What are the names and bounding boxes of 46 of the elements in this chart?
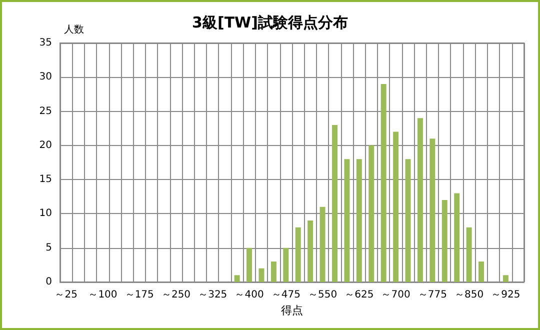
y-tick-label: 20	[39, 140, 52, 151]
bar	[332, 124, 338, 282]
bar	[308, 220, 314, 282]
x-tick-label: ～775	[418, 290, 447, 300]
bar	[295, 227, 301, 282]
x-tick-label: ～250	[161, 290, 191, 300]
x-axis-title: 得点	[281, 304, 303, 317]
bar	[393, 132, 399, 282]
y-tick-label: 15	[39, 174, 52, 186]
x-tick-label: ～475	[271, 290, 300, 300]
bar	[380, 84, 386, 282]
bar	[466, 227, 472, 282]
x-tick-label: ～700	[381, 290, 410, 300]
bar	[454, 193, 460, 282]
x-tick-label: ～400	[234, 290, 264, 300]
y-tick-label: 5	[46, 242, 52, 254]
x-tick-label: ～625	[344, 290, 374, 300]
bar	[417, 118, 423, 282]
y-axis-title: 人数	[64, 24, 84, 36]
x-tick-label: ～925	[491, 290, 520, 300]
x-tick-label: ～100	[88, 290, 118, 300]
chart-title: 3級[TW]試験得点分布	[192, 14, 348, 32]
bar	[442, 200, 448, 282]
y-tick-label: 0	[46, 276, 52, 288]
bar	[320, 206, 326, 282]
y-tick-label: 30	[39, 72, 52, 83]
y-tick-label: 35	[39, 38, 52, 48]
x-tick-label: ～850	[454, 290, 484, 300]
x-tick-label: ～175	[124, 290, 154, 300]
bar	[246, 248, 252, 282]
bar	[430, 138, 436, 282]
bar	[258, 268, 264, 282]
x-tick-label: ～550	[308, 290, 338, 300]
bar	[283, 248, 289, 282]
bar	[344, 159, 350, 282]
x-tick-label: ～25	[54, 290, 78, 300]
y-tick-label: 25	[39, 106, 52, 117]
bar	[478, 262, 484, 282]
y-tick-label: 10	[39, 208, 52, 220]
bar	[234, 275, 240, 282]
x-tick-label: ～325	[198, 290, 228, 300]
bar	[502, 275, 508, 282]
bar	[356, 159, 362, 282]
bar	[405, 159, 411, 282]
bar	[270, 262, 276, 282]
bar	[368, 145, 374, 282]
